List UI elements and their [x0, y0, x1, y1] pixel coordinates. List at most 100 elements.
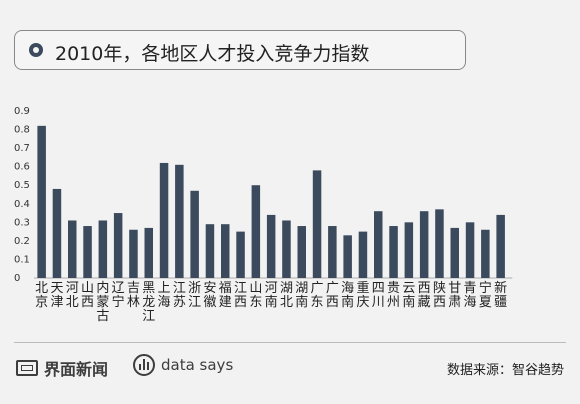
x-tick-label: 疆: [494, 295, 507, 310]
x-tick-label: 林: [127, 295, 140, 310]
x-tick-label: 云: [402, 281, 415, 296]
x-tick-label: 夏: [479, 295, 492, 310]
bar: [419, 211, 429, 278]
brand-jiemian-label: 界面新闻: [44, 360, 109, 379]
x-tick-label: 津: [50, 295, 63, 310]
y-tick-label: 0.4: [14, 199, 30, 210]
bar: [52, 188, 62, 278]
bar: [266, 214, 276, 278]
y-tick-label: 0.8: [14, 125, 30, 136]
x-tick-label: 川: [372, 295, 385, 310]
x-tick-label: 北: [280, 295, 293, 310]
x-tick-label: 北: [35, 281, 48, 296]
x-tick-label: 甘: [448, 281, 461, 296]
jiemian-logo-icon: [16, 360, 38, 376]
bar: [113, 213, 123, 278]
bar: [465, 222, 475, 278]
x-tick-label: 西: [326, 295, 339, 310]
x-tick-label: 古: [96, 309, 109, 324]
x-tick-label: 东: [311, 295, 324, 310]
x-tick-label: 四: [372, 281, 385, 296]
x-tick-label: 南: [295, 294, 308, 310]
chart-title-box: 2010年，各地区人才投入竞争力指数: [14, 30, 466, 70]
x-tick-label: 江: [142, 309, 155, 324]
y-tick-label: 0: [14, 273, 20, 284]
bar: [98, 220, 108, 278]
x-tick-label: 海: [158, 295, 171, 310]
bar: [159, 162, 169, 278]
bar: [343, 235, 352, 278]
bar: [389, 226, 398, 278]
x-tick-label: 湖: [295, 281, 308, 296]
x-tick-label: 南: [265, 294, 278, 310]
data-source: 数据来源：智谷趋势: [446, 363, 564, 378]
x-tick-label: 藏: [418, 295, 431, 310]
bar: [190, 190, 199, 278]
x-tick-label: 广: [311, 281, 324, 296]
x-tick-label: 陕: [433, 281, 446, 296]
y-tick-label: 0.6: [14, 162, 30, 173]
bullet-icon: [29, 43, 43, 57]
bar: [312, 170, 322, 278]
x-tick-label: 新: [494, 280, 507, 296]
x-tick-label: 浙: [188, 281, 201, 296]
x-tick-label: 北: [66, 295, 79, 310]
y-tick-label: 0.3: [14, 217, 30, 228]
bar: [481, 229, 490, 278]
x-tick-label: 重: [356, 280, 369, 296]
x-tick-label: 州: [387, 295, 400, 310]
x-tick-label: 海: [341, 281, 354, 296]
x-tick-label: 吉: [127, 281, 140, 296]
bar: [282, 220, 291, 278]
x-tick-label: 建: [219, 295, 232, 310]
bar: [205, 224, 215, 278]
x-tick-label: 湖: [280, 281, 293, 296]
x-tick-label: 肃: [448, 295, 461, 310]
x-tick-label: 黑: [142, 281, 155, 296]
footer-divider: [14, 342, 566, 343]
x-tick-label: 天: [50, 281, 63, 296]
x-tick-label: 广: [326, 281, 339, 296]
y-tick-label: 0.1: [14, 254, 30, 265]
bar: [297, 226, 306, 278]
bar: [144, 227, 153, 278]
chart-title: 2010年，各地区人才投入竞争力指数: [55, 43, 370, 65]
x-tick-label: 徽: [203, 295, 216, 310]
bar: [358, 231, 368, 278]
y-tick-label: 0.7: [14, 143, 30, 154]
x-tick-label: 南: [341, 294, 354, 310]
x-tick-label: 西: [433, 295, 446, 310]
x-tick-label: 南: [402, 294, 415, 310]
bar: [68, 220, 77, 278]
x-tick-label: 河: [265, 281, 278, 296]
bar: [236, 231, 245, 278]
x-tick-label: 东: [249, 295, 262, 310]
bar: [175, 164, 184, 278]
x-tick-label: 江: [188, 295, 201, 310]
x-tick-label: 安: [203, 281, 216, 296]
x-tick-label: 西: [418, 281, 431, 296]
brand-jiemian: 界面新闻: [16, 356, 108, 380]
x-tick-label: 山: [81, 281, 94, 296]
bar: [404, 222, 414, 278]
y-tick-label: 0.9: [14, 106, 30, 117]
bar-chart: 00.10.20.30.40.50.60.70.80.9北京天津河北山西内蒙古辽…: [14, 106, 513, 324]
x-tick-label: 宁: [479, 280, 492, 296]
data-says-logo-icon: [133, 354, 155, 376]
bar: [374, 211, 383, 278]
bar: [435, 209, 444, 278]
x-tick-label: 江: [173, 281, 186, 296]
brand-data-says: data says: [133, 354, 233, 376]
x-tick-label: 西: [81, 295, 94, 310]
x-tick-label: 蒙: [96, 295, 109, 310]
x-tick-label: 京: [35, 295, 48, 310]
x-tick-label: 河: [66, 281, 79, 296]
x-tick-label: 贵: [387, 281, 400, 296]
bar: [450, 227, 459, 278]
bar: [221, 224, 230, 278]
x-tick-label: 福: [219, 281, 232, 296]
x-tick-label: 江: [234, 281, 247, 296]
bar: [251, 185, 261, 278]
bar: [129, 229, 138, 278]
y-tick-label: 0.2: [14, 236, 30, 247]
